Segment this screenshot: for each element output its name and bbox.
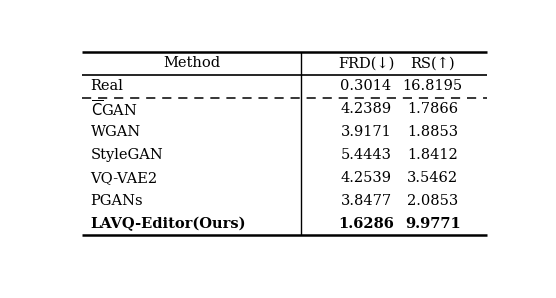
Text: PGANs: PGANs <box>91 194 143 208</box>
Text: 3.5462: 3.5462 <box>407 171 458 185</box>
Text: 4.2389: 4.2389 <box>340 102 391 116</box>
Text: VQ-VAE2: VQ-VAE2 <box>91 171 158 185</box>
Text: 2.0853: 2.0853 <box>407 194 458 208</box>
Text: Real: Real <box>91 79 123 93</box>
Text: 4.2539: 4.2539 <box>340 171 391 185</box>
Text: WGAN: WGAN <box>91 125 141 139</box>
Text: 3.9171: 3.9171 <box>341 125 391 139</box>
Text: LAVQ-Editor(Ours): LAVQ-Editor(Ours) <box>91 217 246 231</box>
Text: Method: Method <box>163 56 220 70</box>
Text: 5.4443: 5.4443 <box>340 148 391 162</box>
Text: FRD(↓): FRD(↓) <box>338 56 394 70</box>
Text: 0.3014: 0.3014 <box>340 79 391 93</box>
Text: RS(↑): RS(↑) <box>410 56 455 70</box>
Text: 3.8477: 3.8477 <box>340 194 391 208</box>
Text: 1.6286: 1.6286 <box>338 217 394 231</box>
Text: 9.9771: 9.9771 <box>405 217 461 231</box>
Text: 1.7866: 1.7866 <box>407 102 458 116</box>
Text: 1.8853: 1.8853 <box>407 125 458 139</box>
Text: StyleGAN: StyleGAN <box>91 148 163 162</box>
Text: 1.8412: 1.8412 <box>408 148 458 162</box>
Text: $\overline{\rm C}$GAN: $\overline{\rm C}$GAN <box>91 99 137 119</box>
Text: 16.8195: 16.8195 <box>403 79 463 93</box>
